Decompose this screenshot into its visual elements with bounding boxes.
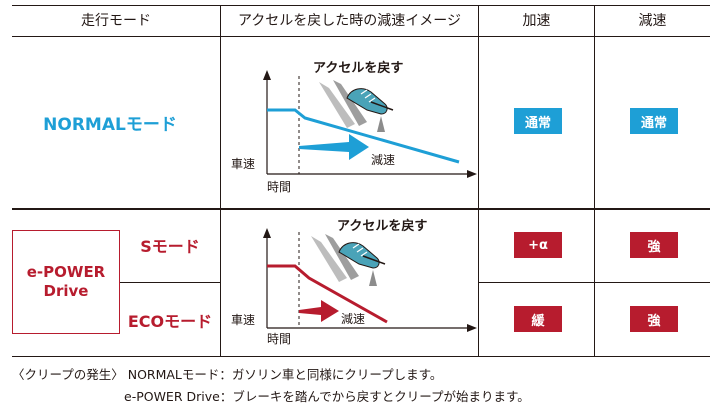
epower-pedal-icon	[311, 234, 386, 286]
epower-speed-curve	[267, 264, 388, 324]
table-top-border	[12, 5, 710, 6]
creep-note-line1: 〈クリープの発生〉 NORMALモード：ガソリン車と同様にクリープします。	[12, 367, 443, 382]
normal-speed-label: 車速	[231, 157, 255, 171]
col-divider-2	[478, 5, 479, 356]
s-eco-divider	[120, 282, 220, 283]
epower-line2: Drive	[43, 282, 89, 300]
normal-time-label: 時間	[267, 180, 291, 194]
normal-decel-diagram: アクセルを戻す 車速 時間 減速	[231, 60, 477, 194]
header-mode: 走行モード	[81, 13, 151, 29]
epower-speed-label: 車速	[231, 313, 255, 327]
epower-line1: e-POWER	[26, 262, 106, 281]
s-decel-badge: 強	[630, 232, 678, 258]
normal-mode-label: NORMALモード	[43, 114, 177, 135]
header-decel: 減速	[638, 13, 667, 29]
normal-release-label: アクセルを戻す	[313, 60, 403, 76]
header-image: アクセルを戻した時の減速イメージ	[237, 13, 462, 29]
normal-decel-arrow	[299, 134, 369, 160]
creep-note-line2: e-POWER Drive：ブレーキを踏んでから戻すとクリープが始まります。	[124, 389, 530, 404]
normal-pedal-icon	[319, 80, 394, 132]
epower-decel-label: 減速	[341, 311, 365, 326]
normal-decel-badge: 通常	[630, 108, 678, 134]
section-divider	[12, 208, 710, 210]
normal-speed-curve	[267, 108, 460, 164]
header-bottom-border	[12, 36, 710, 37]
epower-release-label: アクセルを戻す	[337, 218, 427, 234]
normal-speed-axis	[263, 70, 477, 178]
epower-time-label: 時間	[267, 332, 291, 346]
normal-decel-label: 減速	[371, 152, 395, 167]
eco-mode-label: ECOモード	[127, 312, 213, 331]
eco-accel-badge: 緩	[514, 306, 562, 332]
epower-drive-box: e-POWER Drive	[12, 230, 120, 334]
header-accel: 加速	[522, 13, 551, 29]
s-accel-badge: +α	[514, 232, 562, 258]
epower-decel-diagram: アクセルを戻す 車速 時間 減速	[231, 218, 477, 346]
s-mode-label: Sモード	[140, 237, 200, 256]
table-bottom-border	[12, 356, 710, 357]
normal-accel-badge: 通常	[514, 108, 562, 134]
col-divider-3	[594, 5, 595, 356]
epower-decel-arrow	[299, 300, 339, 322]
col-divider-1	[220, 5, 221, 356]
eco-decel-badge: 強	[630, 306, 678, 332]
epower-speed-axis	[263, 228, 477, 332]
